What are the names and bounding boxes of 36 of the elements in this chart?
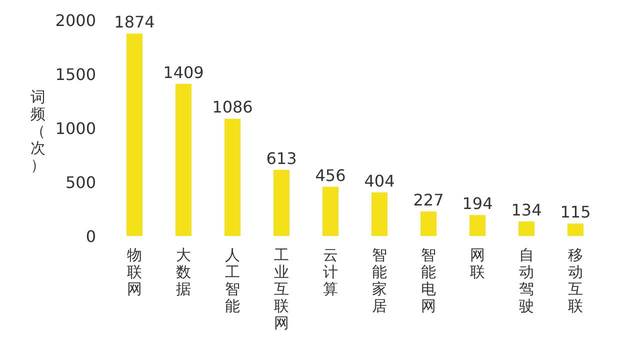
y-tick-label: 2000	[55, 11, 96, 30]
x-tick-label: 智能电网	[421, 246, 436, 315]
bar	[420, 211, 436, 236]
data-label: 1086	[212, 98, 253, 117]
data-label: 1409	[163, 62, 204, 82]
y-tick-label: 1000	[55, 119, 96, 138]
data-label: 1874	[114, 12, 155, 32]
x-tick-label: 物联网	[127, 246, 142, 298]
y-axis-title: 词频（次）	[30, 88, 46, 174]
x-tick-label: 人工智能	[225, 246, 240, 315]
data-label: 227	[413, 190, 444, 210]
bar	[176, 84, 192, 236]
bar	[224, 118, 240, 236]
x-tick-label: 移动互联	[568, 246, 583, 315]
bar	[126, 34, 142, 236]
bar	[322, 186, 338, 236]
x-tick-label: 智能家居	[372, 246, 387, 315]
y-tick-label: 1500	[55, 65, 96, 84]
y-tick-label: 0	[86, 227, 96, 246]
data-label: 404	[364, 171, 395, 190]
x-tick-label: 自动驾驶	[519, 246, 534, 315]
x-tick-label: 工业互联网	[274, 246, 289, 332]
bar	[568, 224, 584, 236]
data-label: 456	[315, 166, 346, 185]
bar	[274, 170, 290, 236]
data-label: 613	[266, 148, 297, 168]
data-label: 134	[511, 200, 542, 220]
bar	[518, 222, 534, 236]
data-label: 115	[560, 202, 591, 222]
bar	[372, 192, 388, 236]
x-tick-label: 大数据	[176, 246, 191, 298]
x-tick-label: 网联	[470, 246, 485, 281]
y-tick-label: 500	[65, 173, 96, 192]
bar	[470, 215, 486, 236]
x-tick-label: 云计算	[323, 246, 338, 298]
data-label: 194	[462, 194, 493, 214]
